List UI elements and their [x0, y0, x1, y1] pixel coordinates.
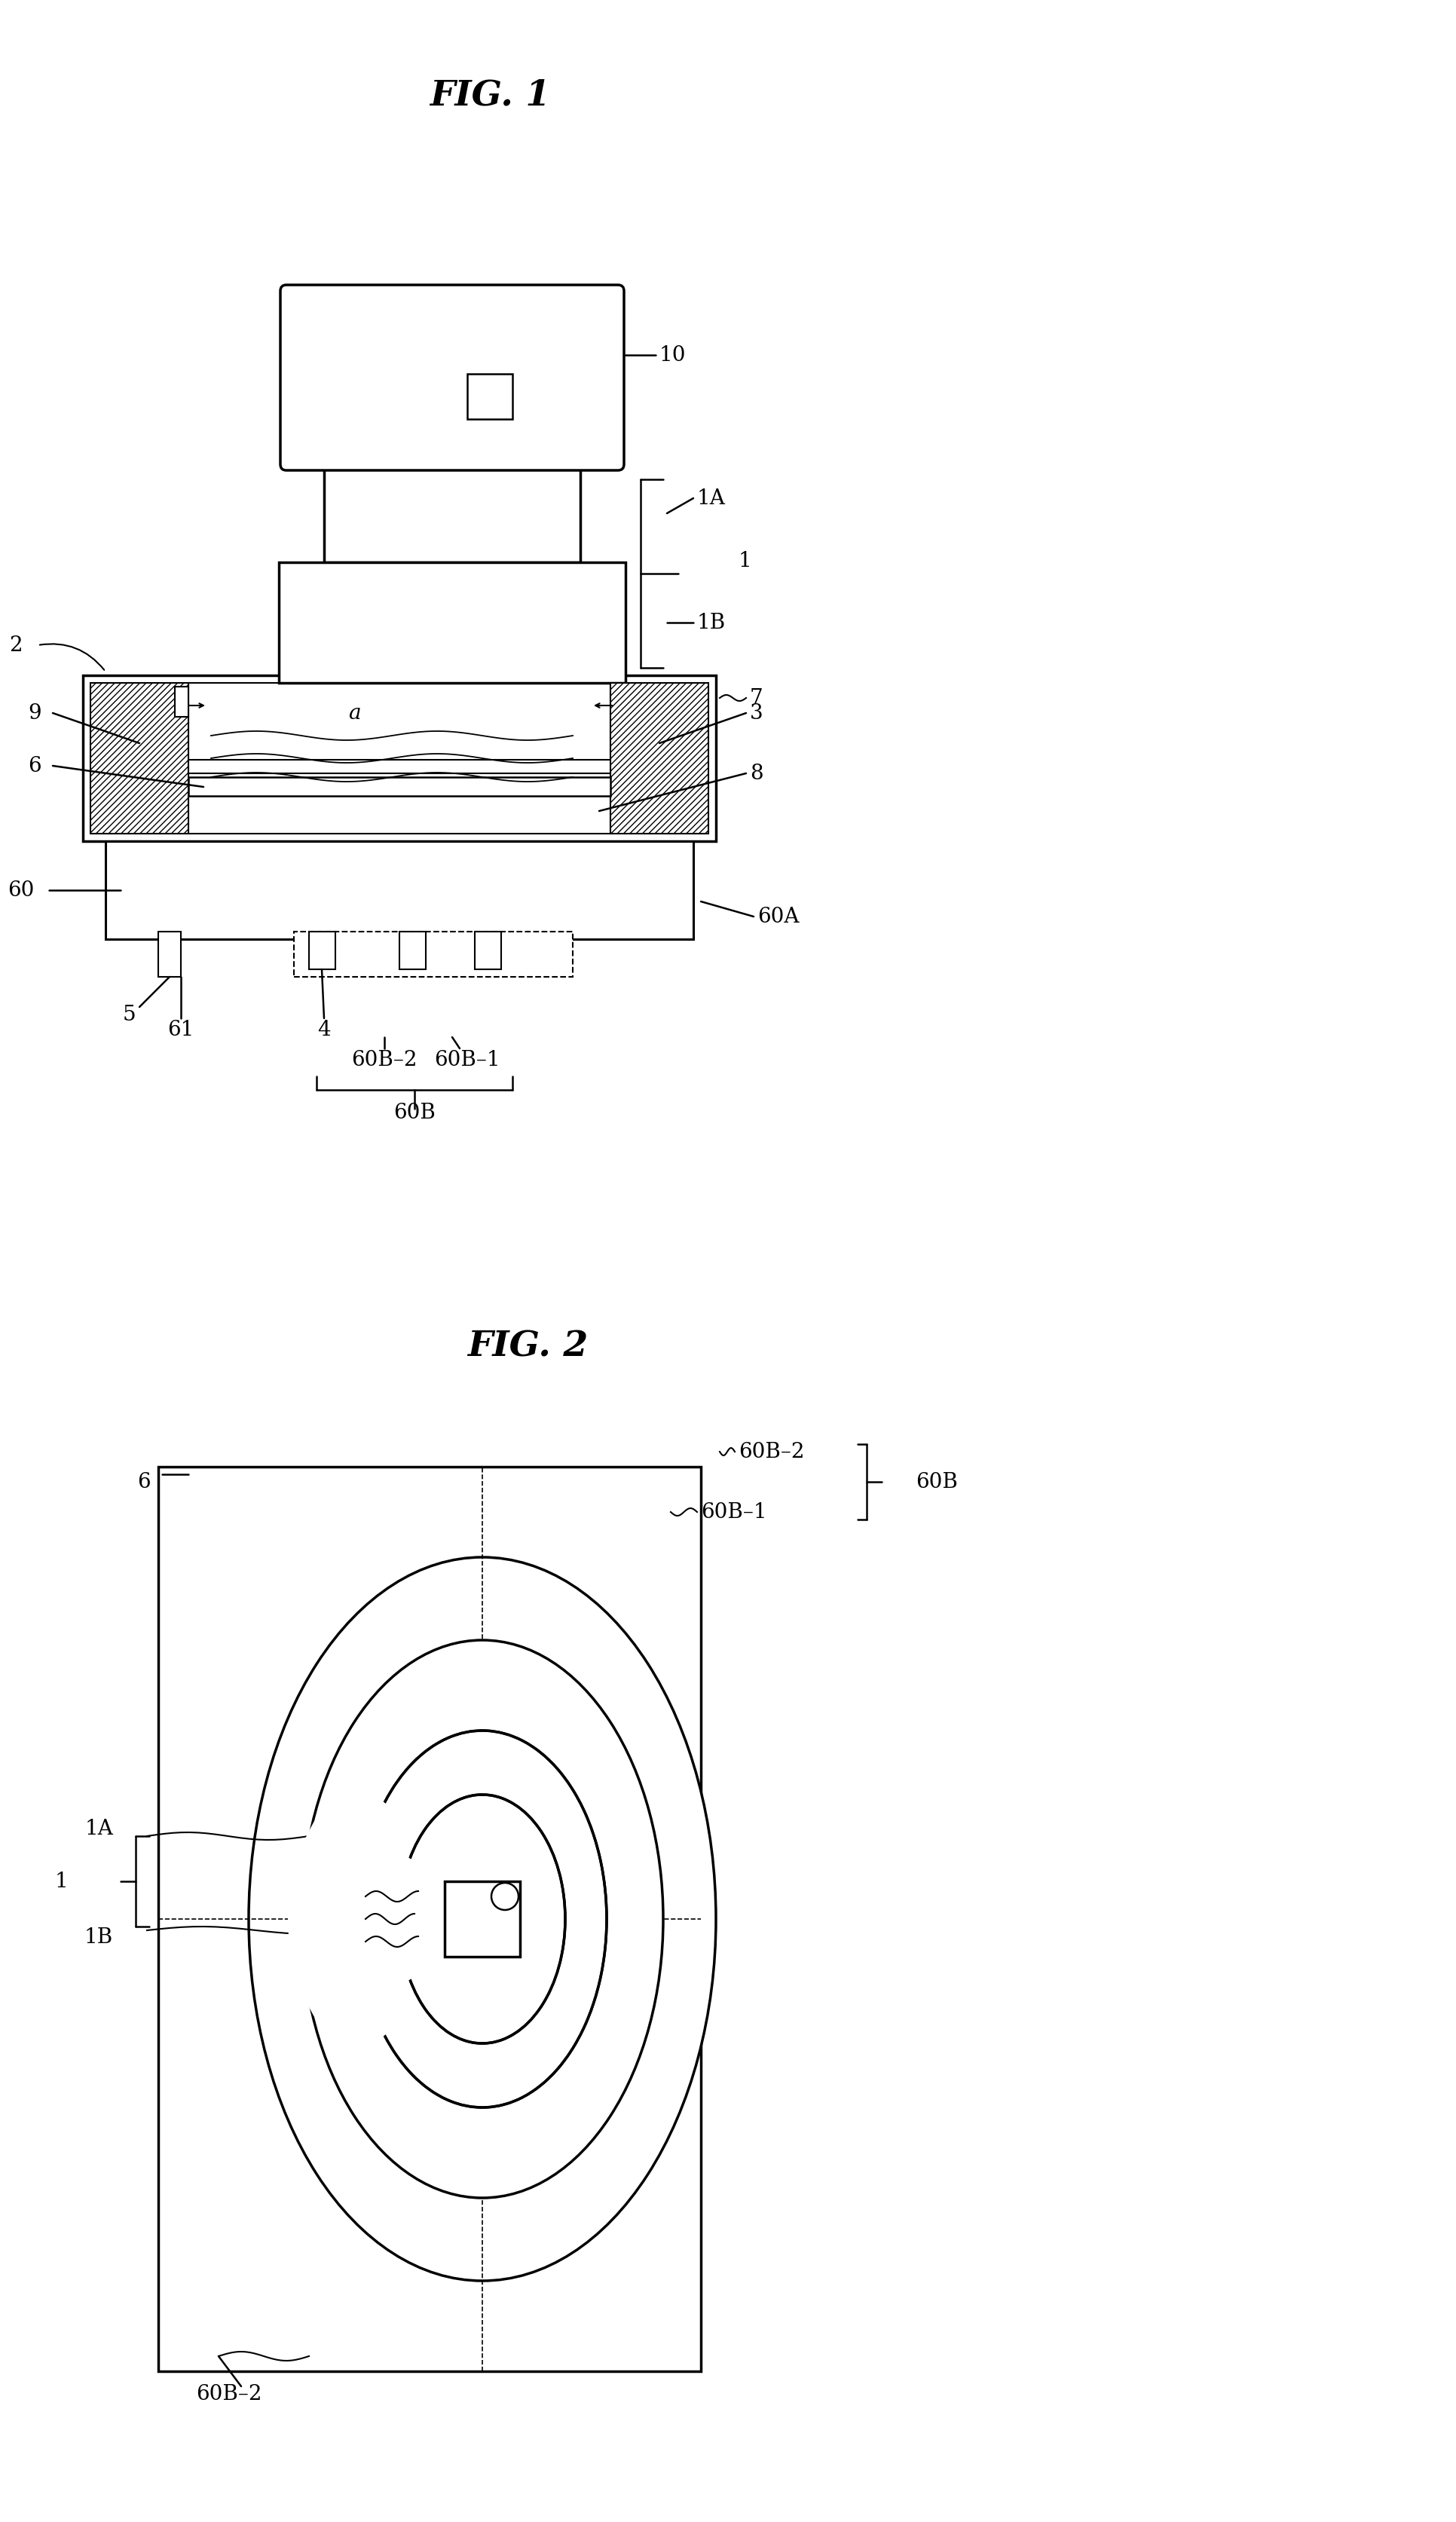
Text: 1: 1 — [54, 1871, 68, 1892]
Bar — [325, 464, 581, 562]
Bar — [399, 931, 425, 968]
Text: 60B–2: 60B–2 — [351, 1049, 418, 1069]
Text: 60A: 60A — [757, 905, 799, 926]
Text: 8: 8 — [750, 764, 763, 784]
Text: 60: 60 — [7, 880, 33, 900]
Bar — [467, 373, 513, 419]
Bar — [280, 562, 626, 683]
Text: 6: 6 — [28, 757, 41, 777]
Ellipse shape — [358, 1730, 607, 2108]
Bar — [188, 759, 610, 774]
Circle shape — [491, 1884, 518, 1909]
FancyBboxPatch shape — [281, 285, 625, 469]
Text: 60B–2: 60B–2 — [738, 1443, 805, 1463]
Bar — [610, 683, 709, 835]
Text: FIG. 2: FIG. 2 — [467, 1329, 588, 1364]
Text: 60B–1: 60B–1 — [434, 1049, 501, 1069]
Text: 9: 9 — [28, 704, 41, 724]
Bar — [475, 931, 501, 968]
Bar — [444, 1881, 520, 1957]
Ellipse shape — [249, 1556, 716, 2280]
Bar — [188, 777, 610, 797]
Bar — [83, 676, 716, 842]
Wedge shape — [288, 1770, 482, 2068]
Text: 1A: 1A — [697, 489, 725, 509]
Bar — [188, 683, 610, 835]
Text: 7: 7 — [750, 689, 763, 709]
Text: 4: 4 — [596, 1902, 609, 1922]
Text: 1A: 1A — [84, 1818, 114, 1839]
Text: 1B: 1B — [697, 613, 727, 633]
Text: 60B–1: 60B–1 — [700, 1501, 767, 1523]
Text: 61: 61 — [167, 1019, 194, 1039]
Ellipse shape — [399, 1796, 565, 2043]
Bar — [90, 683, 188, 835]
Bar — [377, 1899, 403, 1937]
Bar — [294, 931, 572, 976]
Text: 60B–2: 60B–2 — [197, 2383, 262, 2403]
Bar — [105, 842, 693, 938]
Text: 17: 17 — [527, 1985, 555, 2005]
Ellipse shape — [301, 1639, 662, 2197]
Text: 1: 1 — [738, 550, 751, 570]
Text: 60B: 60B — [916, 1473, 958, 1493]
Text: 60B: 60B — [393, 1102, 435, 1122]
Text: 2: 2 — [9, 636, 23, 656]
Text: 3: 3 — [750, 704, 763, 724]
Text: 61: 61 — [629, 1849, 657, 1869]
Bar — [175, 686, 188, 716]
Bar — [159, 1468, 700, 2371]
Text: 5: 5 — [122, 1004, 135, 1024]
Text: 6: 6 — [137, 1473, 151, 1493]
Bar — [309, 931, 335, 968]
Text: 10: 10 — [660, 346, 686, 366]
Wedge shape — [352, 1836, 482, 2002]
Bar — [159, 931, 181, 976]
Text: 1B: 1B — [84, 1927, 114, 1947]
Text: 4: 4 — [317, 1019, 331, 1039]
Text: FIG. 1: FIG. 1 — [430, 78, 550, 113]
Text: a: a — [348, 704, 361, 724]
